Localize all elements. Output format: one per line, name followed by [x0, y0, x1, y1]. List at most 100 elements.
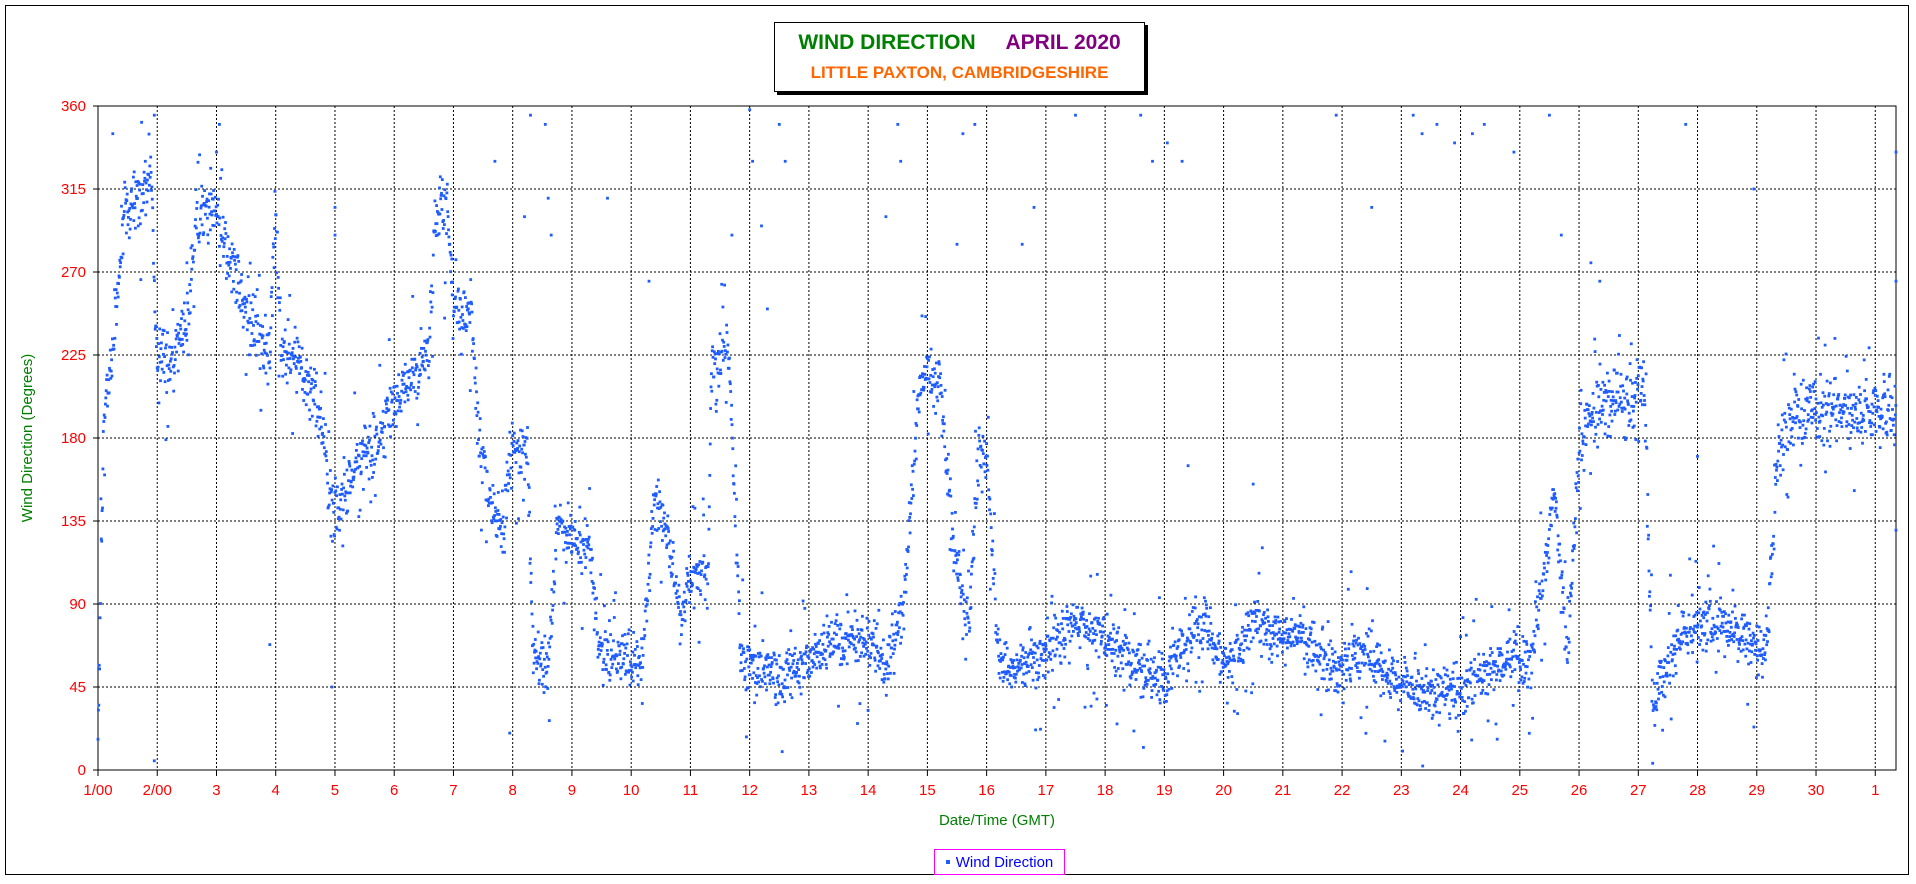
data-point [496, 512, 499, 516]
data-point [636, 683, 640, 687]
data-point [329, 469, 332, 472]
data-point [377, 445, 380, 448]
data-point [1084, 635, 1088, 639]
data-point [833, 631, 836, 635]
data-point [509, 466, 513, 470]
data-point [187, 353, 190, 357]
data-point [896, 633, 900, 636]
data-point [1822, 403, 1825, 407]
data-point [1281, 641, 1285, 645]
data-point [472, 342, 475, 345]
data-point [1253, 620, 1257, 623]
data-point [509, 453, 512, 457]
data-point [1731, 588, 1735, 592]
data-point [891, 639, 895, 643]
data-point [624, 672, 627, 676]
data-point [1561, 591, 1564, 594]
data-point [438, 212, 442, 216]
data-point [691, 570, 695, 574]
data-point [1697, 611, 1701, 615]
data-point [1084, 631, 1088, 634]
data-point [1253, 600, 1256, 604]
data-point [1360, 661, 1364, 665]
data-point [1132, 650, 1135, 654]
data-point [1513, 639, 1517, 643]
data-point [1162, 668, 1166, 672]
data-point [1786, 448, 1789, 452]
data-point [1674, 634, 1678, 638]
data-point [738, 599, 741, 603]
data-point [1250, 691, 1253, 695]
data-point [733, 515, 737, 518]
data-point [1222, 662, 1226, 666]
data-point [543, 665, 547, 669]
data-point [1827, 394, 1831, 398]
data-point [1389, 696, 1392, 699]
data-point [128, 227, 132, 231]
data-point [1183, 649, 1186, 652]
data-point [770, 662, 774, 666]
data-point [1212, 661, 1216, 665]
data-point [1669, 573, 1672, 577]
data-point [898, 610, 902, 614]
data-point [152, 275, 156, 279]
data-point [1286, 639, 1290, 642]
data-point [551, 604, 555, 607]
data-point [1336, 690, 1340, 694]
data-point [285, 381, 289, 385]
data-point [426, 340, 429, 344]
data-point [1326, 663, 1330, 666]
data-point [844, 632, 848, 635]
data-point [1808, 384, 1812, 387]
data-point [443, 223, 446, 226]
data-point [431, 291, 435, 294]
data-point [1523, 650, 1527, 654]
data-point [134, 226, 137, 230]
data-point [590, 558, 594, 562]
data-point [1455, 692, 1459, 696]
data-point [504, 483, 508, 487]
data-point [1370, 206, 1374, 209]
data-point [828, 640, 831, 644]
data-point [510, 442, 514, 445]
data-point [268, 360, 271, 364]
data-point [903, 590, 906, 594]
data-point [272, 245, 276, 249]
data-point [1508, 637, 1512, 641]
data-point [916, 407, 920, 411]
data-point [528, 510, 531, 514]
data-point [1711, 638, 1715, 642]
data-point [290, 353, 294, 357]
data-point [1502, 673, 1506, 677]
data-point [653, 528, 657, 531]
data-point [1634, 438, 1638, 441]
data-point [1577, 481, 1580, 484]
data-point [1815, 411, 1818, 414]
data-point [206, 233, 210, 237]
data-point [1767, 630, 1771, 634]
data-point [789, 693, 792, 696]
data-point [1643, 399, 1646, 402]
data-point [1049, 658, 1053, 661]
x-tick-label: 7 [449, 782, 457, 799]
data-point [1221, 658, 1225, 662]
data-point [877, 608, 881, 612]
data-point [1635, 377, 1639, 380]
data-point [1258, 609, 1261, 613]
data-point [397, 373, 401, 377]
data-point [520, 429, 524, 433]
data-point [840, 657, 843, 660]
data-point [1634, 400, 1638, 404]
data-point [756, 652, 760, 655]
data-point [1817, 415, 1821, 419]
data-point [1868, 421, 1871, 425]
data-point [337, 515, 341, 519]
data-point [1164, 675, 1167, 679]
data-point [1583, 409, 1587, 412]
data-point [817, 650, 821, 654]
data-point [719, 368, 722, 372]
data-point [456, 321, 459, 324]
data-point [1864, 378, 1868, 381]
data-point [382, 446, 385, 450]
data-point [958, 573, 962, 576]
